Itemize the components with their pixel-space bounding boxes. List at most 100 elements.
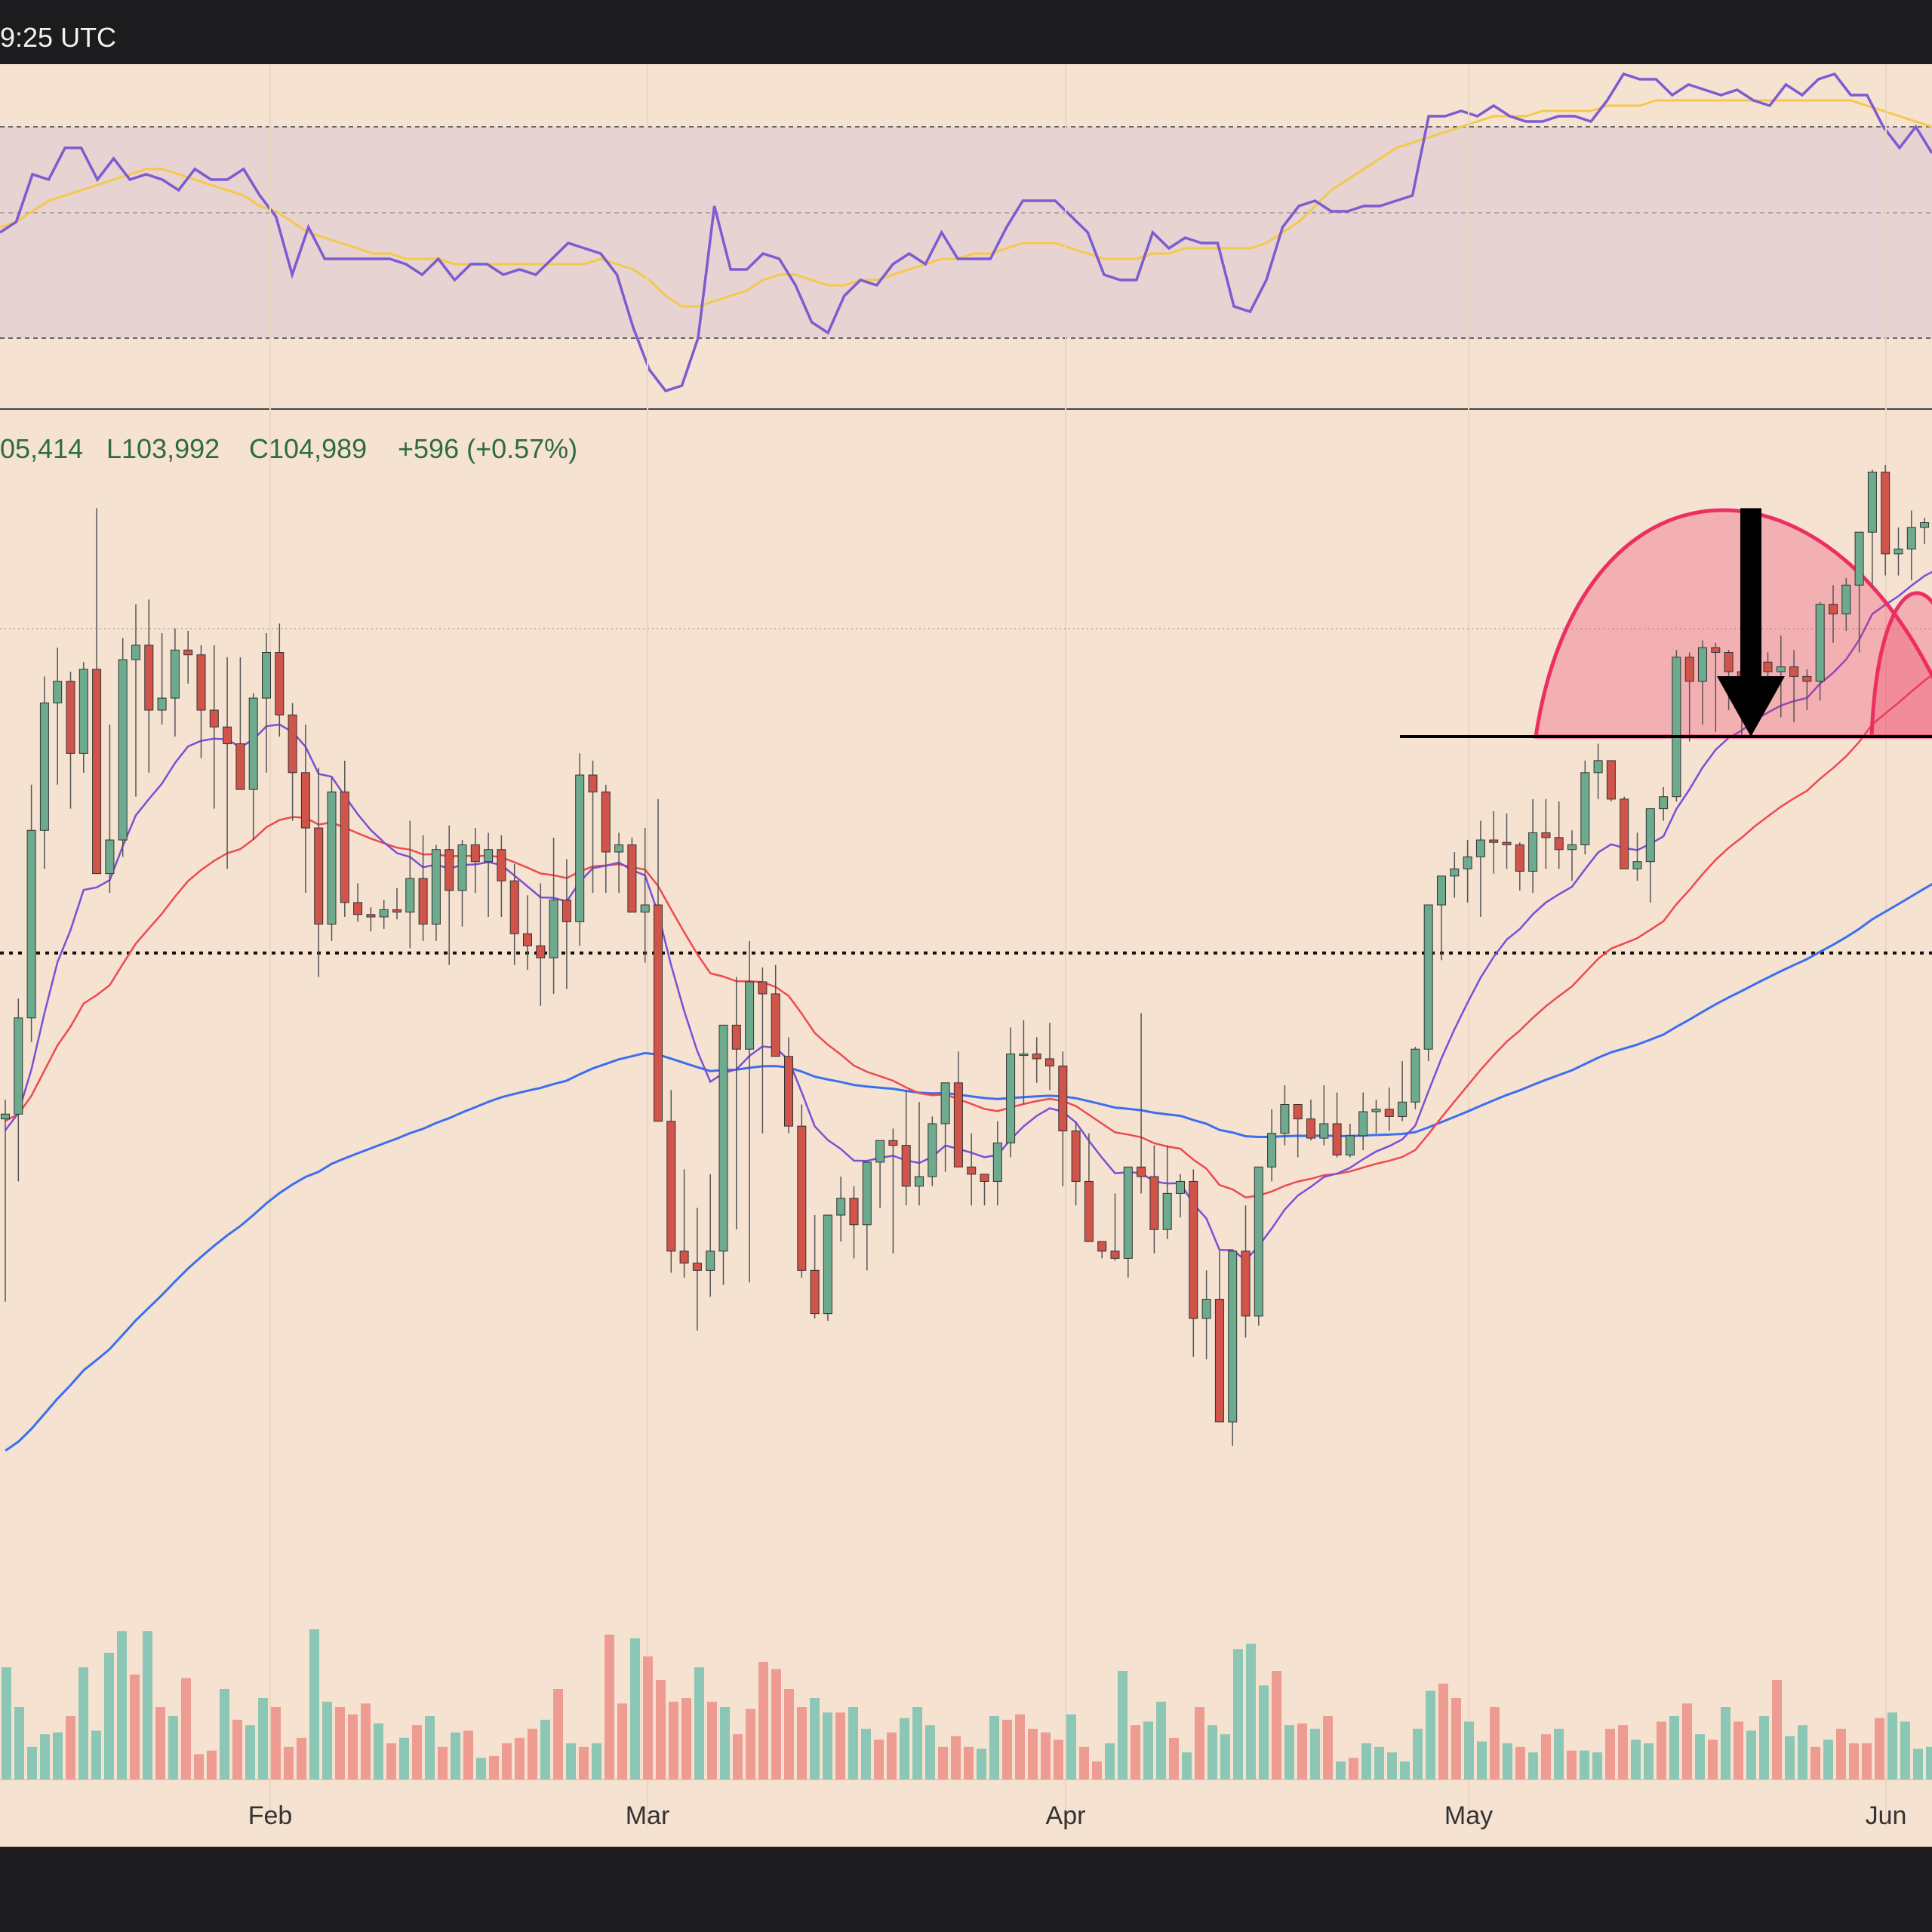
candle-body [1711, 647, 1721, 654]
volume-bar [951, 1736, 961, 1780]
candle [418, 835, 428, 941]
volume-bar [1926, 1746, 1932, 1780]
candle [340, 760, 349, 917]
candle-body [157, 697, 167, 711]
volume-bar [1220, 1734, 1230, 1780]
candles [1, 464, 1930, 1446]
candle-body [1241, 1251, 1251, 1317]
candle-body [967, 1166, 977, 1175]
volume-bar [78, 1667, 88, 1780]
candle [1815, 601, 1825, 701]
down-arrow-icon [1717, 508, 1785, 737]
volume-bars [2, 1629, 1932, 1780]
volume-bar [1759, 1716, 1769, 1780]
candle [1698, 640, 1707, 725]
candle-body [1254, 1166, 1263, 1317]
candle-body [1280, 1103, 1290, 1134]
candle-body [1176, 1180, 1185, 1194]
candle-body [1475, 839, 1485, 857]
volume-bar [823, 1712, 832, 1780]
candle [1267, 1109, 1277, 1182]
volume-bar [1297, 1723, 1307, 1780]
candle [1554, 801, 1564, 869]
candle-body [262, 652, 271, 699]
volume-bar [1875, 1718, 1884, 1780]
candle-body [39, 702, 49, 831]
candle [314, 768, 324, 977]
candle [183, 630, 193, 684]
volume-bar [91, 1730, 101, 1780]
candle-body [379, 909, 389, 918]
candle [1672, 650, 1681, 802]
candle-body [901, 1145, 911, 1187]
candle [784, 1037, 793, 1134]
volume-bar [1541, 1734, 1551, 1780]
candle [1659, 786, 1669, 821]
candle [758, 967, 768, 1134]
volume-bar [1156, 1701, 1166, 1780]
volume-bar [1169, 1737, 1179, 1780]
volume-bar [1054, 1740, 1063, 1780]
rsi-ma-line [0, 99, 1932, 308]
volume-bar [1592, 1752, 1602, 1780]
candle [66, 671, 75, 809]
candle-body [810, 1269, 820, 1315]
volume-bar [1900, 1721, 1910, 1780]
candle-body [1384, 1109, 1394, 1117]
volume-bar [720, 1707, 730, 1780]
candle [275, 623, 285, 737]
candle [706, 1174, 715, 1297]
volume-bar [887, 1732, 897, 1780]
candle-body [523, 933, 532, 946]
candle [470, 828, 480, 894]
volume-bar [155, 1707, 165, 1780]
candle-body [1019, 1054, 1029, 1057]
candle [53, 648, 63, 785]
volume-bar [784, 1689, 794, 1780]
candle [692, 1208, 702, 1331]
candle [980, 1174, 989, 1206]
candle-body [484, 849, 494, 863]
candle [1254, 1166, 1263, 1326]
candle [118, 638, 128, 857]
volume-bar [1310, 1728, 1320, 1780]
candle-body [509, 880, 519, 934]
volume-bar [681, 1698, 691, 1780]
rsi-band [0, 127, 1932, 338]
candle-body [1071, 1131, 1081, 1182]
volume-bar [232, 1719, 242, 1780]
candle [1358, 1092, 1368, 1151]
candle-body [784, 1056, 793, 1127]
candle-body [14, 1017, 23, 1115]
volume-bar [1631, 1740, 1641, 1780]
candle [1580, 760, 1590, 855]
candle-body [1567, 844, 1577, 851]
volume-bar [797, 1707, 807, 1780]
volume-bar [1515, 1746, 1525, 1780]
candle-body [170, 649, 180, 699]
candle-body [1789, 666, 1799, 677]
candle-body [497, 849, 506, 881]
down-arrow [1717, 508, 1785, 737]
volume-bar [771, 1669, 781, 1780]
candle-body [327, 791, 337, 925]
candle-body [366, 914, 376, 918]
candle [1201, 1270, 1211, 1360]
volume-bar [1708, 1740, 1718, 1780]
candle-body [1906, 527, 1916, 550]
volume-bar [1823, 1740, 1833, 1780]
candle [1032, 1037, 1041, 1083]
candle [288, 703, 297, 821]
candle [953, 1051, 963, 1168]
candle-body [1189, 1180, 1198, 1319]
candle [1802, 669, 1812, 710]
volume-bar [1669, 1716, 1679, 1780]
candle-body [836, 1198, 846, 1216]
candle-body [1398, 1101, 1407, 1117]
candle [1110, 1193, 1120, 1261]
candle-body [549, 900, 558, 958]
volume-bar [399, 1737, 409, 1780]
candle [1684, 652, 1694, 742]
volume-bar [977, 1749, 986, 1780]
candle [1384, 1088, 1394, 1131]
